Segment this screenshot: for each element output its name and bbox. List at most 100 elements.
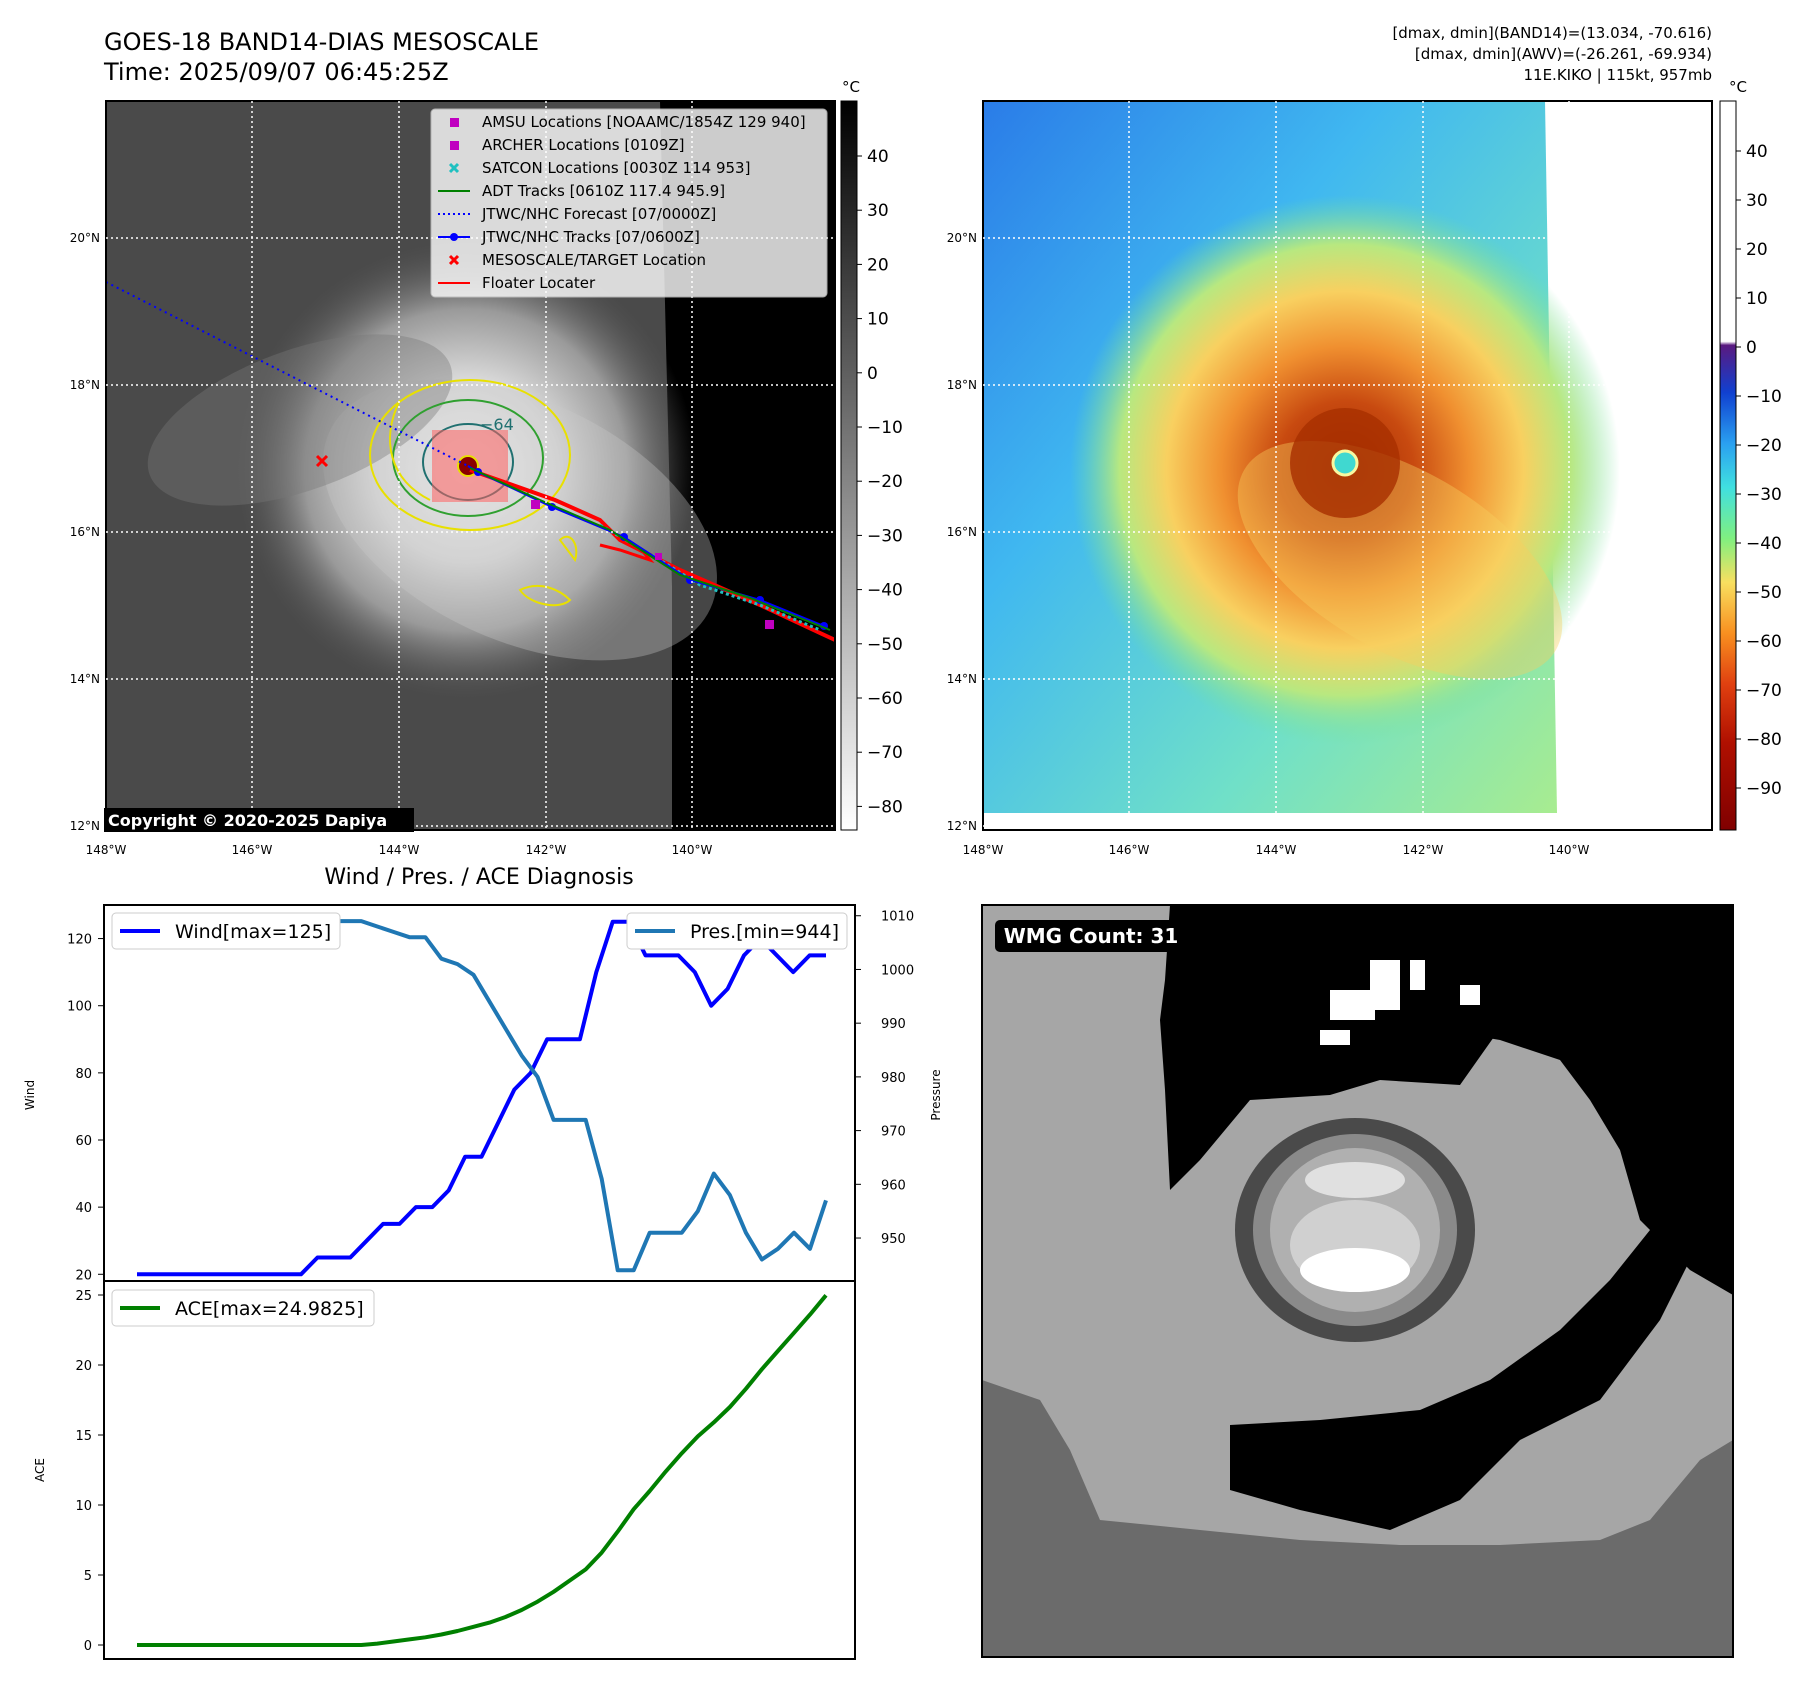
wmg-panel	[982, 905, 1733, 1657]
ir-map-frame	[105, 100, 836, 831]
legend-label: Floater Locater	[482, 274, 596, 292]
colorbar-tick-label: −50	[1746, 583, 1782, 603]
lat-label: 14°N	[947, 672, 977, 686]
ace-axis-label: ACE	[33, 1458, 47, 1482]
lon-label: 148°W	[86, 843, 127, 857]
ace-legend-label: ACE[max=24.9825]	[175, 1298, 364, 1320]
legend-label: SATCON Locations [0030Z 114 953]	[482, 159, 750, 177]
legend-label: MESOSCALE/TARGET Location	[482, 251, 706, 269]
wmg-frame	[981, 904, 1734, 1658]
pressure-tick-label: 1000	[881, 963, 914, 978]
colorbar-tick-label: −40	[867, 581, 903, 601]
awv-map-panel	[983, 101, 1712, 830]
awv-map-frame	[982, 100, 1713, 831]
awv-colorbar: °C 40 30 20 10 0 −10 −20 −30 −40 −50 −60 −70 −80 −90	[1719, 78, 1782, 831]
colorbar-tick-label: −60	[867, 689, 903, 709]
lat-label: 16°N	[70, 525, 100, 539]
colorbar-tick-label: −50	[867, 635, 903, 655]
legend-label: AMSU Locations [NOAAMC/1854Z 129 940]	[482, 113, 806, 131]
legend-marker-dot	[450, 233, 458, 241]
legend-label: JTWC/NHC Forecast [07/0000Z]	[481, 205, 716, 223]
figure-title: GOES-18 BAND14-DIAS MESOSCALE	[104, 28, 539, 56]
colorbar-tick-label: −20	[1746, 436, 1782, 456]
ace-tick-label: 0	[84, 1639, 92, 1654]
lon-label: 146°W	[1109, 843, 1150, 857]
wind-legend-box	[111, 912, 341, 950]
pressure-tick-label: 970	[881, 1125, 906, 1140]
lon-label: 140°W	[1549, 843, 1590, 857]
lon-label: 146°W	[232, 843, 273, 857]
stats-storm: 11E.KIKO | 115kt, 957mb	[1523, 66, 1712, 84]
colorbar-tick-label: 20	[1746, 240, 1768, 260]
lon-label: 148°W	[963, 843, 1004, 857]
legend-label: ADT Tracks [0610Z 117.4 945.9]	[482, 182, 725, 200]
lon-label: 144°W	[379, 843, 420, 857]
ace-tick-label: 10	[75, 1499, 92, 1514]
stats-awv: [dmax, dmin](AWV)=(-26.261, -69.934)	[1415, 45, 1712, 63]
lon-label: 144°W	[1256, 843, 1297, 857]
awv-colorbar-unit: °C	[1729, 78, 1747, 96]
legend-marker-square	[450, 118, 459, 127]
ace-tick-label: 25	[75, 1289, 92, 1304]
wind-tick-label: 80	[75, 1067, 92, 1082]
ace-legend-box	[111, 1289, 375, 1327]
wind-tick-label: 40	[75, 1201, 92, 1216]
series-line-ace	[137, 1294, 828, 1647]
colorbar-tick-label: 40	[1746, 142, 1768, 162]
legend-label: JTWC/NHC Tracks [07/0600Z]	[481, 228, 700, 246]
colorbar-tick-label: 10	[867, 310, 889, 330]
ace-tick-label: 5	[84, 1569, 92, 1584]
lat-label: 12°N	[70, 819, 100, 833]
lon-label: 142°W	[526, 843, 567, 857]
lat-label: 20°N	[70, 231, 100, 245]
pressure-axis-label: Pressure	[929, 1069, 943, 1120]
map-legend: AMSU Locations [NOAAMC/1854Z 129 940] ARC…	[430, 108, 828, 298]
legend-label: ARCHER Locations [0109Z]	[482, 136, 685, 154]
copyright-badge: Copyright © 2020-2025 Dapiya	[104, 808, 414, 832]
colorbar-tick-label: −70	[867, 743, 903, 763]
colorbar-tick-label: −10	[1746, 387, 1782, 407]
wmg-count-badge: WMG Count: 31	[995, 920, 1187, 952]
colorbar-tick-label: 30	[1746, 191, 1768, 211]
wind-pressure-chart: 20 40 60 80 100 120 950 960 970 980 990 1000 1010 Win…	[67, 904, 914, 1283]
wind-tick-label: 20	[75, 1268, 92, 1283]
ace-tick-label: 15	[75, 1429, 92, 1444]
colorbar-tick-label: 20	[867, 255, 889, 275]
wmg-count-text: WMG Count: 31	[1004, 924, 1179, 948]
colorbar-tick-label: 0	[1746, 338, 1757, 358]
colorbar-tick-label: 30	[867, 201, 889, 221]
wind-axis-label: Wind	[23, 1080, 37, 1110]
colorbar-tick-label: −30	[1746, 485, 1782, 505]
legend-marker-x	[448, 162, 460, 174]
colorbar-tick-label: 10	[1746, 289, 1768, 309]
lon-label: 142°W	[1403, 843, 1444, 857]
copyright-text: Copyright © 2020-2025 Dapiya	[108, 811, 387, 830]
pressure-tick-label: 1010	[881, 910, 914, 925]
lat-label: 16°N	[947, 525, 977, 539]
ace-chart: 0 5 10 15 20 25 ACE[max=24.9825]	[75, 1280, 856, 1660]
colorbar-tick-label: −90	[1746, 779, 1782, 799]
lon-label: 140°W	[672, 843, 713, 857]
series-line-wind	[137, 919, 826, 1277]
awv-map-gridlines: 20°N 18°N 16°N 14°N 12°N 148°W 146°W 144°W 142°W…	[947, 101, 1712, 857]
ir-colorbar-unit: °C	[842, 78, 860, 96]
stats-band14: [dmax, dmin](BAND14)=(13.034, -70.616)	[1392, 24, 1712, 42]
colorbar-tick-label: −70	[1746, 681, 1782, 701]
ir-colorbar: °C 40 30 20 10 0 −10 −20 −30 −40 −50 −60 −70 −80	[840, 78, 903, 831]
pressure-tick-label: 980	[881, 1071, 906, 1086]
colorbar-tick-label: −80	[1746, 730, 1782, 750]
lat-label: 12°N	[947, 819, 977, 833]
colorbar-tick-label: −10	[867, 418, 903, 438]
legend-marker-x	[448, 254, 460, 266]
colorbar-tick-label: 40	[867, 147, 889, 167]
colorbar-tick-label: 0	[867, 364, 878, 384]
wind-tick-label: 120	[67, 933, 92, 948]
legend-marker-square	[450, 141, 459, 150]
colorbar-tick-label: −20	[867, 472, 903, 492]
lat-label: 20°N	[947, 231, 977, 245]
colorbar-tick-label: −60	[1746, 632, 1782, 652]
wind-tick-label: 100	[67, 1000, 92, 1015]
contour-label: −64	[480, 415, 514, 434]
figure-time: Time: 2025/09/07 06:45:25Z	[103, 58, 449, 86]
